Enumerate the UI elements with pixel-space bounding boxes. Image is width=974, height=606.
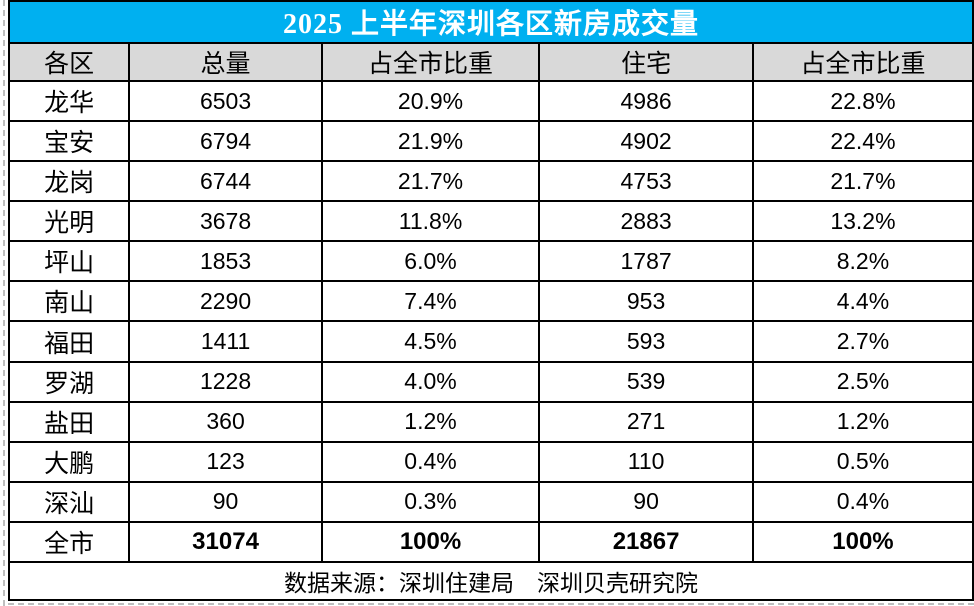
total-share-cell: 4.5% <box>323 322 541 361</box>
district-cell: 罗湖 <box>10 362 131 401</box>
table-row-longgang: 龙岗 6744 21.7% 4753 21.7% <box>10 162 972 203</box>
residential-share-cell: 0.5% <box>836 448 890 475</box>
data-source-footer: 数据来源：深圳住建局 深圳贝壳研究院 <box>10 563 972 599</box>
residential-cell: 4986 <box>540 82 754 121</box>
residential-share-cell: 13.2% <box>830 207 896 234</box>
total-share-cell: 0.3% <box>323 482 541 521</box>
page-break-dashed-line-bottom <box>8 603 974 605</box>
district-cell: 深汕 <box>10 482 131 521</box>
total-share-cell: 1.2% <box>323 402 541 441</box>
total-cell: 6503 <box>130 82 323 121</box>
total-cell: 6794 <box>130 122 323 161</box>
district-cell: 龙华 <box>10 82 131 121</box>
district-cell: 龙岗 <box>10 162 131 201</box>
residential-share-cell: 2.5% <box>836 368 890 395</box>
total-share-cell: 6.0% <box>323 242 541 281</box>
total-cell: 6744 <box>130 162 323 201</box>
table-row-yantian: 盐田 360 1.2% 271 1.2% <box>10 402 972 443</box>
district-cell: 全市 <box>10 522 131 561</box>
residential-cell: 271 <box>540 402 754 441</box>
data-source-text: 数据来源：深圳住建局 深圳贝壳研究院 <box>284 571 698 596</box>
residential-share-cell: 8.2% <box>836 247 890 274</box>
table-row-dapeng: 大鹏 123 0.4% 110 0.5% <box>10 442 972 483</box>
table-row-shenshan: 深汕 90 0.3% 90 0.4% <box>10 482 972 523</box>
column-header-district: 各区 <box>10 44 131 80</box>
table-header-row: 各区 总量 占全市比重 住宅 占全市比重 <box>10 44 972 82</box>
residential-cell: 110 <box>540 442 754 481</box>
column-header-total-share: 占全市比重 <box>323 44 541 80</box>
table-row-longhua: 龙华 6503 20.9% 4986 22.8% <box>10 82 972 123</box>
column-header-total: 总量 <box>130 44 323 80</box>
total-share-cell: 21.7% <box>323 162 541 201</box>
total-share-cell: 4.0% <box>323 362 541 401</box>
district-cell: 坪山 <box>10 242 131 281</box>
column-header-residential-share: 占全市比重 <box>800 51 926 78</box>
table-body: 龙华 6503 20.9% 4986 22.8% 宝安 6794 21.9% 4… <box>10 82 972 563</box>
residential-share-cell: 1.2% <box>836 408 890 435</box>
table-row-futian: 福田 1411 4.5% 593 2.7% <box>10 322 972 363</box>
residential-cell: 4902 <box>540 122 754 161</box>
transactions-table: 2025 上半年深圳各区新房成交量 各区 总量 占全市比重 住宅 占全市比重 龙… <box>8 0 974 601</box>
residential-share-cell: 0.4% <box>836 488 890 515</box>
table-row-luohu: 罗湖 1228 4.0% 539 2.5% <box>10 362 972 403</box>
total-cell: 2290 <box>130 282 323 321</box>
total-cell: 90 <box>130 482 323 521</box>
page-break-dashed-line-left <box>3 0 5 606</box>
total-cell: 1853 <box>130 242 323 281</box>
table-row-citywide-total: 全市 31074 100% 21867 100% <box>10 522 972 563</box>
total-cell: 31074 <box>130 522 323 561</box>
total-cell: 1411 <box>130 322 323 361</box>
total-share-cell: 7.4% <box>323 282 541 321</box>
residential-share-cell: 100% <box>832 527 894 555</box>
residential-cell: 953 <box>540 282 754 321</box>
table-row-baoan: 宝安 6794 21.9% 4902 22.4% <box>10 122 972 163</box>
total-cell: 123 <box>130 442 323 481</box>
residential-share-cell: 22.8% <box>830 87 896 114</box>
table-row-nanshan: 南山 2290 7.4% 953 4.4% <box>10 282 972 323</box>
total-share-cell: 0.4% <box>323 442 541 481</box>
district-cell: 福田 <box>10 322 131 361</box>
column-header-residential: 住宅 <box>540 44 754 80</box>
district-cell: 南山 <box>10 282 131 321</box>
residential-share-cell: 4.4% <box>836 287 890 314</box>
district-cell: 盐田 <box>10 402 131 441</box>
table-row-pingshan: 坪山 1853 6.0% 1787 8.2% <box>10 242 972 283</box>
total-share-cell: 11.8% <box>323 202 541 241</box>
residential-share-cell: 2.7% <box>836 328 890 354</box>
residential-share-cell: 21.7% <box>830 167 896 194</box>
page-title: 2025 上半年深圳各区新房成交量 <box>282 9 699 40</box>
residential-cell: 1787 <box>540 242 754 281</box>
residential-cell: 21867 <box>540 522 754 561</box>
total-share-cell: 100% <box>323 522 541 561</box>
total-cell: 3678 <box>130 202 323 241</box>
total-cell: 1228 <box>130 362 323 401</box>
total-cell: 360 <box>130 402 323 441</box>
residential-cell: 90 <box>540 482 754 521</box>
residential-cell: 539 <box>540 362 754 401</box>
residential-cell: 593 <box>540 322 754 361</box>
district-cell: 光明 <box>10 202 131 241</box>
district-cell: 大鹏 <box>10 442 131 481</box>
table-title-bar: 2025 上半年深圳各区新房成交量 <box>10 2 972 44</box>
total-share-cell: 21.9% <box>323 122 541 161</box>
total-share-cell: 20.9% <box>323 82 541 121</box>
residential-cell: 2883 <box>540 202 754 241</box>
table-row-guangming: 光明 3678 11.8% 2883 13.2% <box>10 202 972 243</box>
district-cell: 宝安 <box>10 122 131 161</box>
residential-share-cell: 22.4% <box>830 127 896 154</box>
residential-cell: 4753 <box>540 162 754 201</box>
